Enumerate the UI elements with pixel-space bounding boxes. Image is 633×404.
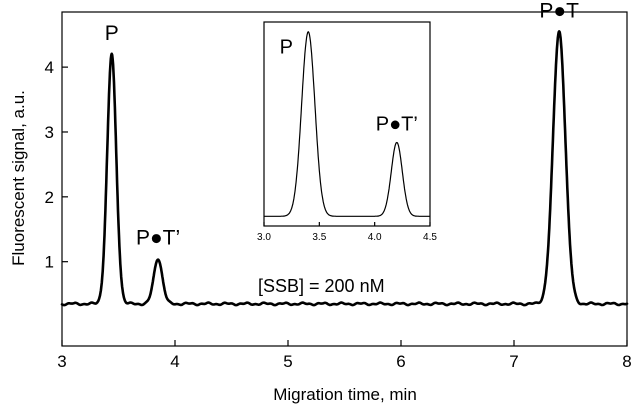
plot-frame <box>61 11 628 347</box>
inset-plot: 3.0 3.5 4.0 4.5 P P●T’ <box>257 21 437 243</box>
inset-peak-label: P●T’ <box>376 113 418 135</box>
inset-peak-label: P <box>280 37 293 59</box>
peak-label: P●T’ <box>136 226 180 249</box>
y-tick-label: 3 <box>45 123 54 142</box>
x-tick-label: 5 <box>283 352 292 371</box>
inset-x-tick-label: 3.5 <box>312 232 326 243</box>
main-plot: 3 4 5 6 7 8 1 2 3 4 P P●T’ P●T <box>45 0 632 371</box>
x-axis-title: Migration time, min <box>273 385 417 404</box>
y-tick-label: 1 <box>45 253 54 272</box>
inset-x-tick-label: 4.0 <box>368 232 382 243</box>
y-axis-title: Fluorescent signal, a.u. <box>9 90 28 266</box>
x-tick-label: 6 <box>396 352 405 371</box>
inset-trace <box>264 31 430 217</box>
inset-x-tick-label: 4.5 <box>423 232 437 243</box>
electropherogram-trace <box>60 30 629 307</box>
main-annotation: [SSB] = 200 nM <box>258 276 385 296</box>
y-tick-label: 4 <box>45 58 54 77</box>
x-tick-label: 7 <box>509 352 518 371</box>
x-tick-label: 4 <box>170 352 179 371</box>
peak-label: P <box>105 22 119 45</box>
inset-x-tick-label: 3.0 <box>257 232 271 243</box>
y-tick-label: 2 <box>45 188 54 207</box>
x-tick-label: 3 <box>57 352 66 371</box>
x-tick-label: 8 <box>622 352 631 371</box>
peak-label: P●T <box>539 0 579 22</box>
inset-frame <box>263 21 431 227</box>
